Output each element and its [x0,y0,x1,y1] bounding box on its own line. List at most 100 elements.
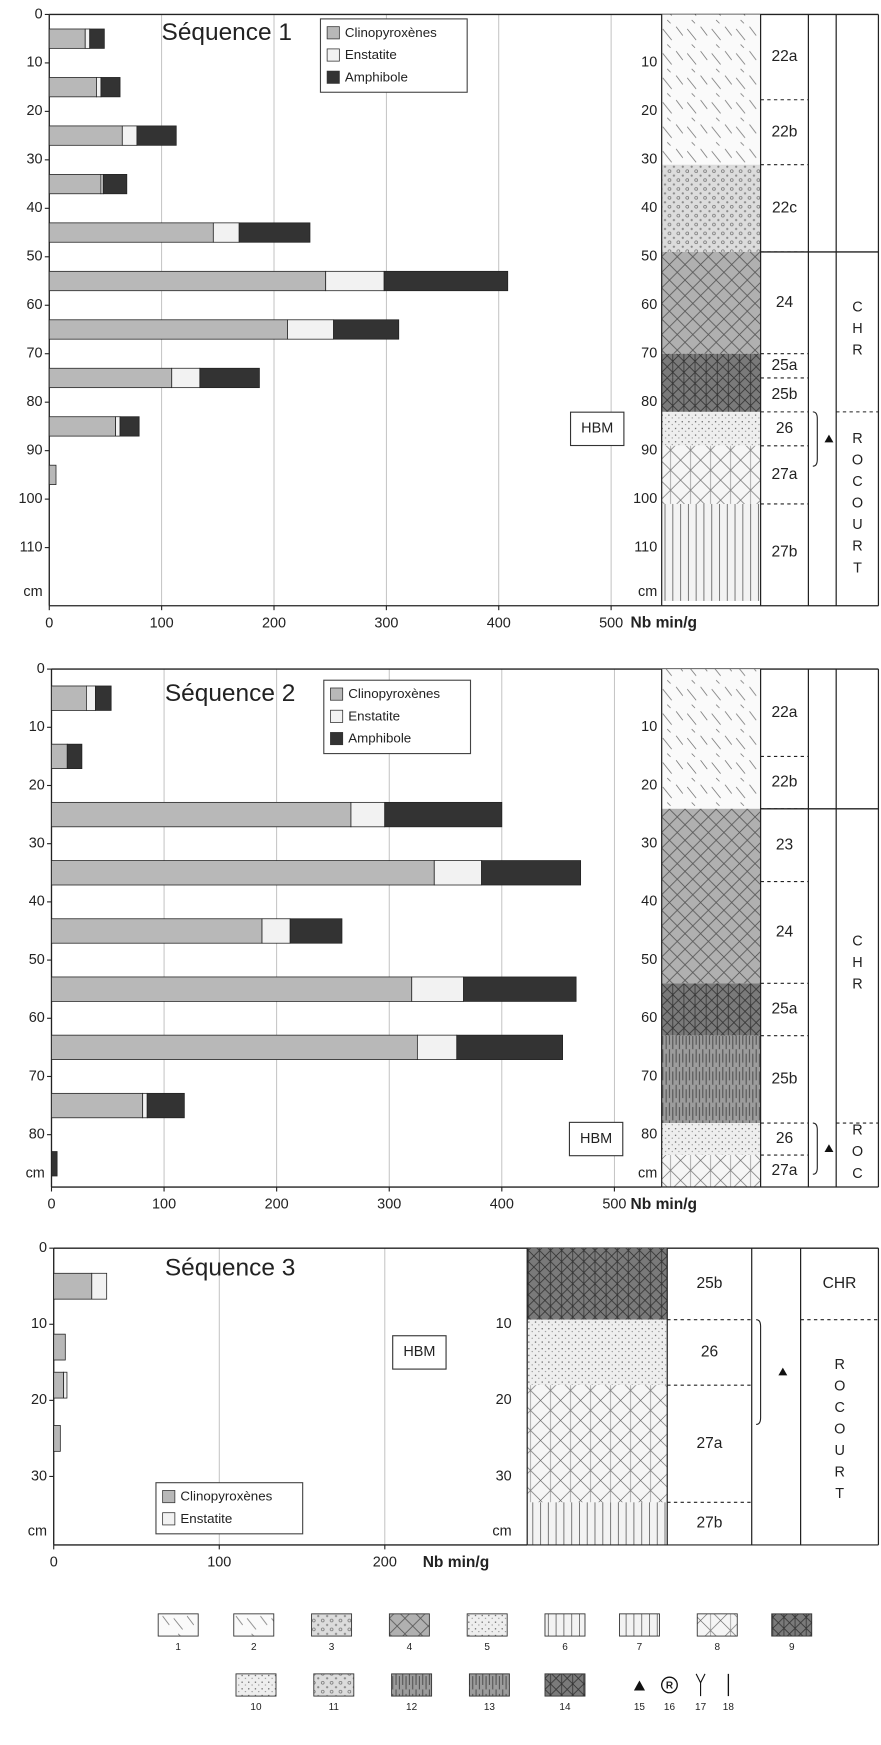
strat-depth-label: 70 [641,346,657,362]
bar-segment [463,976,577,1002]
bar-segment [48,270,327,292]
bar-segment [51,1034,418,1060]
chart-title: Séquence 2 [165,680,295,707]
y-tick-label: 70 [29,1068,45,1084]
bar-segment [53,1272,93,1300]
pattern-number: 14 [559,1702,571,1713]
pattern-number: 11 [329,1702,340,1713]
x-tick-label: 100 [150,615,174,631]
layer-label: 27a [696,1435,722,1452]
x-tick-label: 100 [207,1555,231,1571]
bar-segment [456,1034,563,1060]
strat-depth-label: 70 [641,1068,657,1084]
strat-unit-label: cm [638,584,657,600]
zone-label: ROCOURT [849,431,865,582]
bar-segment [171,367,201,389]
bar-segment [48,222,214,243]
bar-segment [48,125,123,146]
symbol-circle [661,1676,678,1694]
y-tick-label: 70 [27,346,43,362]
bar-segment [289,918,343,944]
legend-label: Enstatite [345,47,397,62]
strat-layer [661,1123,761,1156]
layer-label: 24 [776,294,794,311]
strat-layer [661,808,761,882]
pattern-number: 9 [789,1642,795,1653]
layer-label: 22b [772,123,798,140]
y-tick-label: 10 [31,1316,47,1332]
layer-label: 26 [776,1130,793,1147]
strat-depth-label: 10 [496,1316,512,1332]
pattern-swatch [466,1613,508,1637]
legend-swatch [326,26,340,40]
chart-title: Séquence 1 [162,19,292,46]
pattern-number: 18 [723,1702,735,1713]
bar-segment [63,1371,68,1399]
chart-title: Séquence 3 [165,1255,295,1282]
x-tick-label: 500 [602,1197,626,1213]
strat-depth-label: 60 [641,297,657,313]
strat-unit-label: cm [638,1166,657,1182]
x-tick-label: 0 [45,615,53,631]
bar-segment [51,1092,144,1119]
hbm-label: HBM [403,1344,435,1360]
pattern-swatch [696,1613,738,1637]
triangle-symbol [778,1367,788,1376]
strat-layer [661,99,761,165]
bar-segment [85,685,96,711]
y-tick-label: 20 [27,103,43,119]
strat-layer [661,503,761,601]
bar-segment [350,801,386,828]
bar-segment [384,801,503,828]
layer-label: 27b [696,1515,722,1532]
layer-label: 25b [696,1275,722,1292]
y-tick-label: 40 [27,200,43,216]
pattern-swatch [544,1673,586,1697]
bracket [812,1122,818,1175]
strat-layer [661,377,761,412]
x-tick-label: 300 [377,1197,401,1213]
strat-layer [661,251,761,354]
hbm-label: HBM [580,1131,612,1147]
bar-segment [51,860,435,886]
zone-label: ROCOURT [832,1357,848,1508]
bar-segment [91,1272,108,1300]
strat-layer [661,756,761,809]
pattern-swatch [391,1673,433,1697]
y-tick-label: 30 [27,152,43,168]
strat-depth-label: 40 [641,894,657,910]
strat-depth-label: 20 [496,1392,512,1408]
layer-label: 27a [772,466,798,483]
pattern-swatch [235,1673,277,1697]
legend-label: Amphibole [348,731,411,746]
bar-segment [51,685,87,711]
legend-box [155,1482,304,1535]
x-tick-label: 200 [262,615,286,631]
strat-depth-label: 100 [633,491,657,507]
x-axis-title: Nb min/g [423,1554,490,1571]
y-tick-label: 10 [27,55,43,71]
bar-segment [96,77,102,98]
y-unit-label: cm [28,1523,47,1539]
bar-segment [416,1034,458,1060]
y-tick-label: 60 [29,1010,45,1026]
legend-swatch [330,709,344,723]
y-unit-label: cm [23,584,42,600]
bar-segment [53,1333,66,1361]
strat-layer [527,1385,668,1503]
x-tick-label: 400 [487,615,511,631]
strat-layer [661,445,761,504]
layer-label: 26 [776,420,793,437]
pattern-swatch [771,1613,813,1637]
layer-label: 25b [772,1070,798,1087]
bar-segment [115,416,121,437]
pattern-swatch [313,1673,355,1697]
y-tick-label: 110 [20,539,43,555]
strat-layer [661,669,761,757]
strat-depth-label: 50 [641,249,657,265]
y-tick-label: 40 [29,894,45,910]
x-axis-title: Nb min/g [631,615,698,632]
bar-segment [48,319,288,340]
pattern-swatch [619,1613,660,1637]
